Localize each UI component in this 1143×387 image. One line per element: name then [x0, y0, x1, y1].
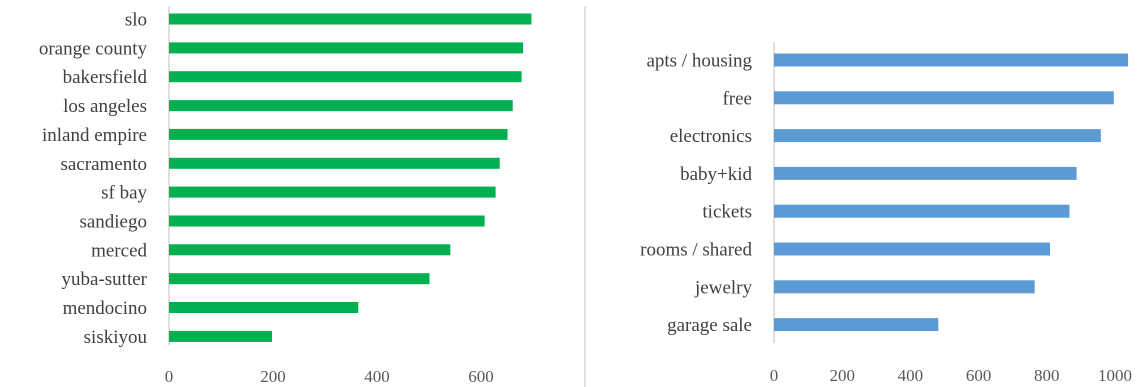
right-x-tick-label: 400 [898, 366, 924, 385]
left-bar-merced [169, 244, 451, 256]
left-x-tick-label: 200 [260, 367, 286, 386]
left-bar-yuba-sutter [169, 273, 430, 285]
right-category-label: jewelry [694, 277, 752, 298]
left-bar-sacramento [169, 157, 500, 169]
left-category-label: slo [125, 10, 147, 31]
right-category-label: rooms / shared [640, 240, 752, 261]
left-category-label: inland empire [42, 125, 147, 146]
left-bar-inland-empire [169, 128, 508, 140]
right-category-label: free [722, 88, 752, 109]
left-category-label: bakersfield [63, 67, 148, 88]
left-x-tick-label: 600 [468, 367, 494, 386]
right-bar-jewelry [774, 280, 1035, 294]
right-x-tick-label: 800 [1034, 366, 1060, 385]
left-category-label: orange county [39, 38, 148, 59]
right-bar-electronics [774, 129, 1101, 143]
right-x-tick-label: 1000 [1098, 366, 1132, 385]
right-x-tick-label: 600 [966, 366, 992, 385]
left-category-label: mendocino [63, 298, 147, 319]
left-category-label: sacramento [60, 154, 147, 175]
left-bar-los-angeles [169, 100, 513, 112]
left-bar-sf-bay [169, 186, 496, 198]
left-category-label: siskiyou [84, 327, 148, 348]
left-category-label: yuba-sutter [62, 269, 148, 290]
right-bar-free [774, 91, 1114, 105]
right-bar-rooms-shared [774, 242, 1050, 256]
left-x-tick-label: 400 [364, 367, 390, 386]
right-category-label: garage sale [667, 315, 752, 336]
right-bar-tickets [774, 204, 1070, 218]
left-bar-slo [169, 13, 532, 25]
left-bar-mendocino [169, 302, 359, 313]
left-category-label: los angeles [63, 96, 147, 117]
left-bar-sandiego [169, 215, 485, 227]
right-bar-apts-housing [774, 53, 1129, 67]
right-category-label: apts / housing [646, 51, 752, 72]
left-category-label: merced [91, 240, 147, 261]
left-bar-bakersfield [169, 71, 522, 83]
right-bar-garage-sale [774, 318, 939, 332]
left-x-tick-label: 0 [165, 367, 174, 386]
left-category-label: sandiego [79, 212, 147, 233]
right-x-tick-label: 200 [829, 366, 855, 385]
right-bar-baby-kid [774, 166, 1077, 180]
right-category-label: baby+kid [680, 164, 752, 185]
left-bar-siskiyou [169, 330, 272, 342]
left-bar-chart: slo orange county bakersfield los angeles in… [39, 6, 532, 386]
left-category-label: sf bay [101, 183, 147, 204]
right-bar-chart: apts / housing free electronics baby+kid tic… [640, 42, 1132, 385]
left-bar-orange-county [169, 42, 524, 54]
right-category-label: tickets [702, 202, 752, 223]
right-category-label: electronics [670, 126, 752, 147]
right-x-tick-label: 0 [770, 366, 779, 385]
